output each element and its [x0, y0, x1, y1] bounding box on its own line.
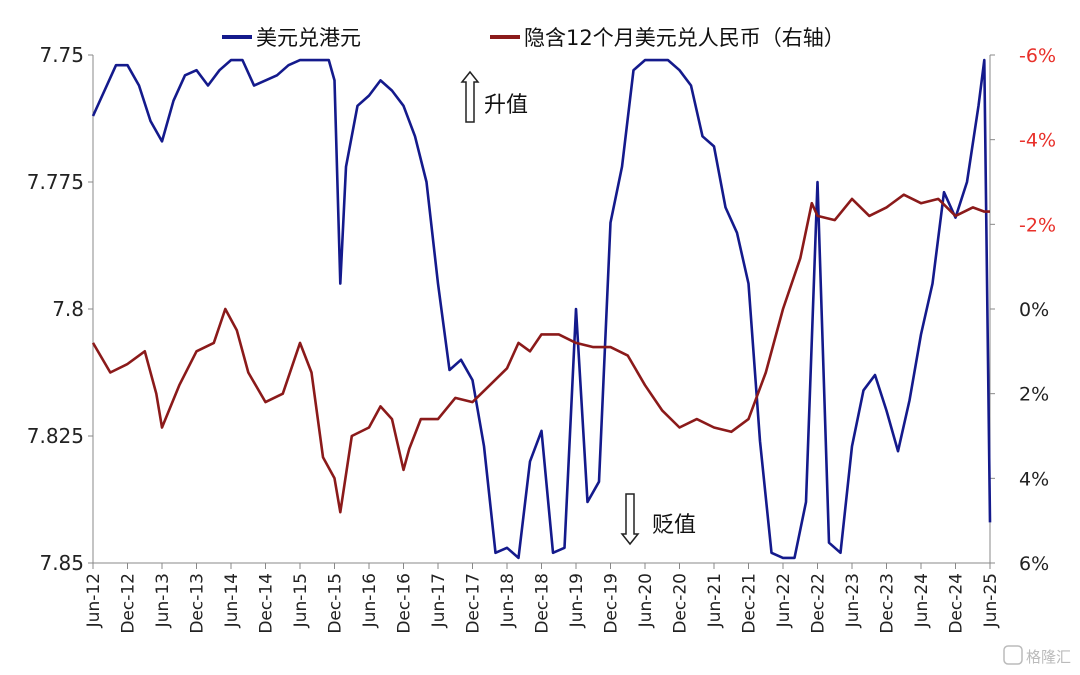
x-tick-label: Dec-23	[878, 573, 898, 634]
x-tick-label: Jun-22	[774, 573, 794, 628]
x-tick-label: Jun-23	[843, 573, 863, 628]
x-tick-label: Jun-18	[498, 573, 518, 628]
x-tick-label: Dec-15	[326, 573, 346, 634]
x-tick-label: Jun-13	[153, 573, 173, 628]
y-left-tick-label: 7.8	[52, 297, 84, 321]
y-right-tick-label: 6%	[1019, 553, 1049, 575]
y-right-tick-label: -6%	[1019, 45, 1056, 67]
x-tick-label: Dec-21	[740, 573, 760, 634]
x-tick-label: Dec-12	[119, 573, 139, 634]
implied-cny-line	[91, 193, 990, 514]
x-tick-label: Jun-25	[981, 573, 1001, 628]
y-right-tick-label: 2%	[1019, 384, 1049, 406]
y-left-tick-label: 7.825	[27, 424, 84, 448]
watermark-text: 格隆汇	[1026, 648, 1071, 666]
x-tick-label: Dec-18	[533, 573, 553, 634]
x-tick-label: Jun-17	[429, 573, 449, 628]
x-tick-label: Dec-24	[947, 573, 967, 634]
x-tick-label: Jun-24	[912, 573, 932, 628]
up-arrow-icon	[460, 70, 480, 123]
y-right-tick-label: 4%	[1019, 468, 1049, 490]
usd-hkd-line	[91, 58, 992, 560]
x-tick-label: Dec-13	[188, 573, 208, 634]
x-tick-label: Jun-14	[222, 573, 242, 628]
y-right-tick-label: -4%	[1019, 130, 1056, 152]
down-arrow-icon	[620, 493, 640, 546]
y-right-tick-label: -2%	[1019, 214, 1056, 236]
x-tick-label: Dec-19	[602, 573, 622, 634]
x-tick-label: Jun-15	[291, 573, 311, 628]
x-tick-label: Jun-19	[567, 573, 587, 628]
legend-label: 美元兑港元	[256, 26, 361, 50]
x-tick-label: Dec-20	[671, 573, 691, 634]
x-tick-label: Jun-21	[705, 573, 725, 628]
annotation-down: 贬值	[652, 513, 696, 538]
x-tick-label: Jun-16	[360, 573, 380, 628]
x-tick-label: Dec-22	[809, 573, 829, 634]
y-left-tick-label: 7.85	[39, 551, 84, 575]
x-tick-label: Jun-20	[636, 573, 656, 628]
x-tick-label: Jun-12	[84, 573, 104, 628]
x-tick-label: Dec-17	[464, 573, 484, 634]
legend-label: 隐含12个月美元兑人民币（右轴）	[524, 26, 845, 50]
annotation-up: 升值	[484, 93, 528, 118]
y-left-tick-label: 7.75	[39, 43, 84, 67]
y-left-tick-label: 7.775	[27, 170, 84, 194]
x-tick-label: Dec-14	[257, 573, 277, 634]
watermark-logo-icon	[1003, 645, 1023, 665]
x-tick-label: Dec-16	[395, 573, 415, 634]
y-right-tick-label: 0%	[1019, 299, 1049, 321]
